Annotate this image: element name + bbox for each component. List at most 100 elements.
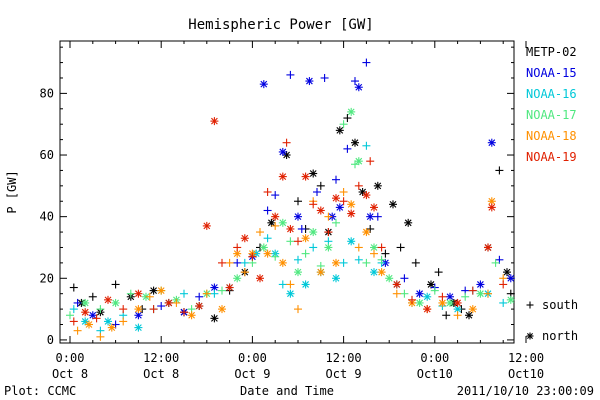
point-noaa-19-north [347,209,356,218]
x-tick-date-label: Oct 9 [326,367,362,381]
x-tick-date-label: Oct 8 [52,367,88,381]
x-tick-time-label: 12:00 [143,351,179,365]
point-noaa-17-north [259,243,268,252]
plot-frame [59,40,515,344]
point-noaa-15-south [271,191,280,200]
point-noaa-19-north [256,274,264,283]
point-noaa-15-south [313,188,321,196]
point-noaa-17-south [66,311,74,320]
point-metp-02-north [503,268,511,277]
point-noaa-18-south [172,298,181,307]
point-noaa-19-north [81,308,90,317]
point-noaa-18-north [85,320,93,329]
chart-title: Hemispheric Power [GW] [188,17,373,33]
y-tick-label: 0 [47,333,54,347]
point-noaa-15-south [297,224,306,233]
point-noaa-19-south [468,286,477,295]
point-noaa-17-south [491,258,500,267]
point-metp-02-south [316,181,325,190]
point-noaa-16-north [370,268,378,277]
y-tick-label: 20 [40,271,54,285]
point-noaa-18-south [145,292,154,301]
point-noaa-16-south [210,289,219,298]
point-noaa-16-south [499,298,508,307]
y-tick-label: 60 [40,148,54,162]
point-metp-02-south [69,283,78,292]
point-noaa-16-north [286,289,295,298]
point-noaa-15-south [373,212,382,221]
point-noaa-19-south [233,243,242,252]
point-noaa-18-south [225,258,234,267]
point-noaa-17-south [96,305,105,314]
point-noaa-15-south [286,70,295,79]
point-noaa-19-south [294,237,302,246]
point-noaa-15-north [446,292,454,301]
point-noaa-19-south [263,188,272,196]
point-noaa-18-north [347,200,356,209]
point-noaa-18-south [324,212,333,221]
point-noaa-19-south [69,317,78,326]
point-noaa-17-north [370,243,378,252]
point-metp-02-north [351,138,359,147]
point-noaa-18-north [316,268,325,277]
point-noaa-19-north [134,289,143,298]
point-noaa-15-south [73,298,82,307]
point-noaa-18-south [339,188,348,196]
point-metp-02-south [88,292,97,301]
point-noaa-19-south [499,280,508,289]
point-noaa-16-south [354,255,363,264]
point-noaa-19-north [316,206,325,215]
point-noaa-17-south [286,237,295,246]
point-noaa-16-north [301,280,310,289]
point-noaa-16-south [294,255,302,264]
point-noaa-19-north [164,298,173,307]
x-tick-time-label: 0:00 [238,351,267,365]
point-noaa-19-north [487,203,496,212]
point-noaa-19-north [453,298,462,307]
point-noaa-17-north [294,268,302,277]
point-noaa-16-north [332,274,340,283]
point-noaa-18-north [332,258,340,267]
point-noaa-15-north [294,212,302,221]
x-tick-time-label: 0:00 [56,351,85,365]
point-noaa-17-north [309,228,318,237]
point-noaa-17-north [476,289,485,298]
point-noaa-15-south [343,144,352,153]
point-noaa-19-north [301,172,310,181]
point-noaa-19-south [339,197,348,206]
legend-item-noaa-17: NOAA-17 [526,108,577,122]
point-metp-02-north [149,286,158,295]
point-noaa-17-south [126,289,135,298]
point-noaa-17-south [218,286,226,295]
point-noaa-17-north [111,298,120,307]
point-noaa-19-north [332,194,340,203]
legend-item-metp-02: METP-02 [526,45,577,59]
point-noaa-16-south [69,305,78,314]
point-noaa-18-north [278,258,287,267]
x-tick-time-label: 12:00 [326,351,362,365]
point-metp-02-south [111,280,120,289]
x-tick-date-label: Oct 8 [143,367,179,381]
point-noaa-18-north [468,305,477,314]
point-noaa-15-south [263,206,272,215]
point-noaa-15-north [259,80,268,89]
point-metp-02-north [389,200,397,209]
point-noaa-17-south [377,255,386,264]
legend-item-noaa-16: NOAA-16 [526,87,577,101]
point-metp-02-north [373,181,382,190]
point-metp-02-north [210,314,219,323]
point-noaa-18-south [392,289,401,298]
point-noaa-17-north [278,218,287,227]
point-noaa-19-north [370,203,378,212]
point-noaa-18-south [202,289,211,298]
point-noaa-15-north [305,77,314,86]
point-noaa-15-north [354,83,363,92]
point-noaa-15-north [335,203,344,212]
point-noaa-19-south [282,138,291,147]
point-noaa-19-south [309,200,318,209]
x-axis: 0:00 Oct 8 12:00 Oct 8 0:00 Oct 9 12:00 Oct 9 0:… [52,41,544,381]
point-metp-02-north [404,218,413,227]
point-noaa-19-north [195,302,204,311]
point-noaa-19-south [92,314,101,323]
